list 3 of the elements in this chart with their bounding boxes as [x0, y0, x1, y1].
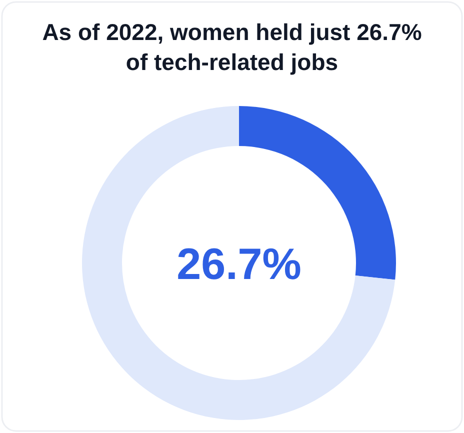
donut-slice — [82, 106, 396, 420]
text: 26.7% — [176, 240, 302, 289]
chart-title: As of 2022, women held just 26.7% of tech-related jobs — [42, 19, 422, 75]
